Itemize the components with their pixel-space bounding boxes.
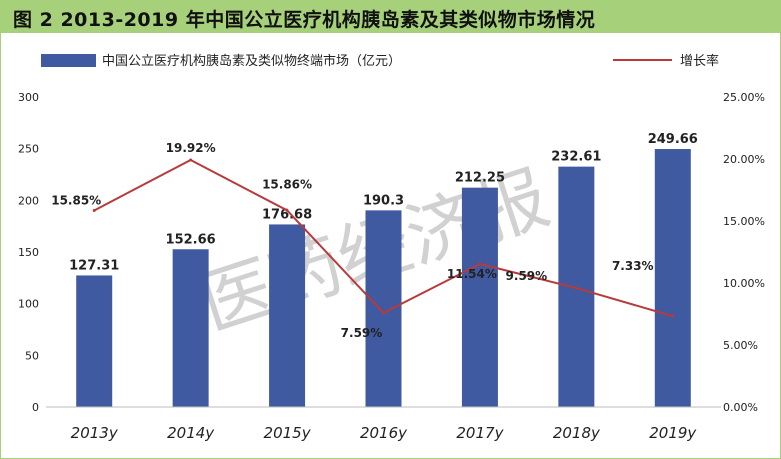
bar	[365, 210, 402, 407]
growth-value-label: 9.59%	[506, 269, 548, 283]
left-axis: 0 50 100 150 200 250 300	[18, 91, 39, 414]
bar-value-label: 176.68	[262, 207, 312, 222]
bar-value-label: 232.61	[551, 150, 601, 165]
legend-bar-label: 中国公立医疗机构胰岛素及类似物终端市场（亿元）	[102, 53, 401, 69]
right-axis-tick-label: 25.00%	[723, 91, 765, 104]
growth-point	[574, 286, 578, 290]
legend-bar-swatch	[41, 54, 96, 67]
right-axis-tick-label: 10.00%	[723, 277, 765, 290]
growth-point	[671, 314, 675, 318]
bar-value-label: 190.3	[363, 193, 404, 208]
right-axis: 0.00% 5.00% 10.00% 15.00% 20.00% 25.00%	[723, 91, 765, 414]
x-axis-tick-label: 2017y	[456, 424, 504, 442]
bar-value-label: 249.66	[648, 132, 698, 147]
left-axis-tick-label: 100	[18, 298, 39, 311]
growth-point	[189, 158, 193, 162]
growth-value-label: 11.54%	[447, 267, 497, 281]
left-axis-tick-label: 300	[18, 91, 39, 104]
x-axis-tick-label: 2015y	[264, 424, 312, 442]
bar	[76, 275, 113, 407]
growth-value-label: 7.33%	[612, 259, 654, 273]
left-axis-tick-label: 0	[32, 401, 39, 414]
bars	[76, 149, 691, 407]
x-axis-tick-label: 2016y	[360, 424, 408, 442]
bar-value-label: 212.25	[455, 171, 505, 186]
growth-point	[382, 311, 385, 315]
left-axis-tick-label: 250	[18, 143, 39, 156]
bar-value-label: 127.31	[69, 258, 119, 273]
x-axis-tick-label: 2019y	[649, 424, 697, 442]
legend-line-label: 增长率	[680, 53, 719, 69]
growth-value-label: 19.92%	[166, 141, 216, 155]
growth-point	[92, 208, 96, 212]
bar	[461, 187, 498, 407]
x-axis-tick-label: 2018y	[553, 424, 601, 442]
bar	[654, 149, 691, 407]
right-axis-tick-label: 5.00%	[723, 339, 758, 352]
right-axis-tick-label: 0.00%	[723, 401, 758, 414]
growth-value-label: 15.85%	[51, 193, 101, 207]
x-axis-tick-label: 2013y	[71, 424, 119, 442]
title-band: 图 2 2013-2019 年中国公立医疗机构胰岛素及其类似物市场情况	[1, 1, 780, 33]
growth-value-label: 15.86%	[262, 177, 312, 191]
bar	[172, 249, 209, 407]
left-axis-tick-label: 50	[25, 349, 39, 362]
x-axis: 2013y 2014y 2015y 2016y 2017y 2018y 2019y	[46, 406, 721, 442]
left-axis-tick-label: 150	[18, 246, 39, 259]
growth-point	[478, 262, 482, 266]
bar-value-label: 152.66	[166, 232, 216, 247]
growth-line	[92, 158, 675, 318]
x-axis-tick-label: 2014y	[167, 424, 215, 442]
bar-value-labels: 127.31 152.66 176.68 190.3 212.25 232.61 249.6…	[69, 132, 698, 273]
growth-value-label: 7.59%	[341, 326, 383, 340]
bar	[269, 224, 306, 407]
figure-title: 图 2 2013-2019 年中国公立医疗机构胰岛素及其类似物市场情况	[13, 9, 596, 31]
left-axis-tick-label: 200	[18, 194, 39, 207]
growth-value-labels: 15.85% 19.92% 15.86% 7.59% 11.54% 9.59% 7.33%	[51, 141, 653, 340]
growth-point	[285, 208, 289, 212]
right-axis-tick-label: 15.00%	[723, 215, 765, 228]
right-axis-tick-label: 20.00%	[723, 153, 765, 166]
